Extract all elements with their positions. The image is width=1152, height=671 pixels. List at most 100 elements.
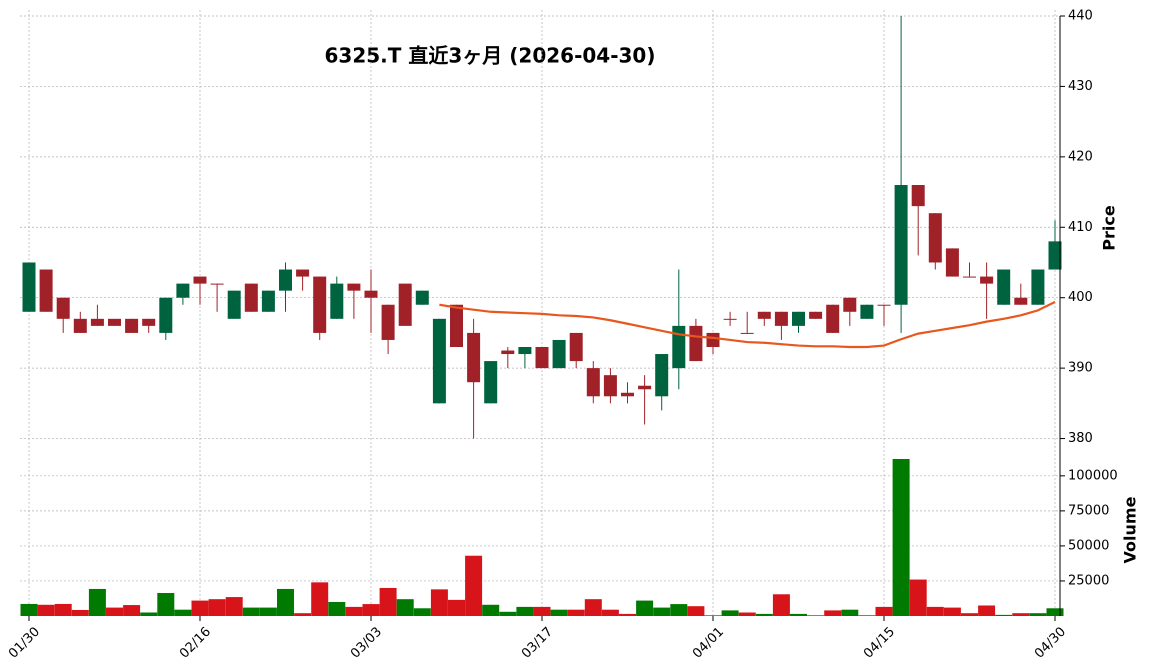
candle-body	[672, 325, 686, 369]
candle-body	[894, 185, 908, 305]
volume-bar	[379, 587, 397, 616]
volume-bar	[106, 607, 123, 616]
candle-body	[347, 283, 361, 291]
candle-body	[774, 311, 788, 326]
candle-body	[655, 354, 669, 397]
candle-body	[723, 318, 737, 320]
candle-body	[518, 346, 532, 355]
volume-bar	[225, 597, 243, 616]
candle-body	[450, 304, 463, 347]
candle-body	[330, 283, 344, 319]
x-tick-label: 03/03	[348, 624, 385, 661]
volume-bar	[465, 555, 483, 616]
volume-bar	[37, 604, 55, 616]
candle-body	[484, 361, 498, 404]
volume-bar	[995, 614, 1013, 616]
candle-body	[689, 325, 703, 362]
volume-bar	[978, 605, 996, 616]
candle-body	[586, 368, 600, 397]
volume-bar	[738, 612, 756, 616]
volume-bar	[174, 609, 192, 616]
y-tick-label: 100000	[1068, 468, 1118, 483]
volume-bar	[413, 608, 431, 616]
y-axis-label: Price	[1100, 205, 1119, 251]
candle-body	[364, 290, 378, 298]
candle-body	[244, 283, 258, 312]
candle-body	[210, 283, 224, 285]
candle-body	[22, 262, 36, 312]
candle-body	[398, 283, 412, 326]
volume-bar	[704, 615, 722, 616]
x-tick-label: 04/30	[1032, 624, 1069, 661]
x-tick-label: 04/01	[690, 624, 727, 661]
volume-bar	[755, 613, 773, 616]
volume-bar	[567, 609, 585, 616]
candle-body	[860, 304, 874, 319]
candle-body	[296, 269, 310, 277]
y-tick-label: 390	[1068, 361, 1093, 376]
volume-bar	[71, 609, 89, 616]
volume-bar	[790, 613, 807, 616]
volume-bar	[841, 609, 859, 616]
volume-bar	[601, 609, 619, 616]
y-tick-label: 430	[1068, 79, 1093, 94]
candle-body	[467, 332, 481, 383]
volume-bar	[550, 609, 568, 616]
volume-bar	[157, 593, 175, 616]
candle-body	[997, 269, 1011, 305]
volume-bar	[584, 599, 602, 616]
volume-bar	[259, 607, 277, 616]
volume-bar	[533, 606, 551, 616]
candle-body	[1048, 241, 1062, 270]
candle-body	[279, 269, 292, 291]
candle-body	[638, 385, 652, 390]
candle-body	[877, 304, 891, 306]
chart-title: 6325.T 直近3ヶ月 (2026-04-30)	[325, 44, 656, 68]
candle-body	[381, 304, 395, 340]
candle-body	[125, 318, 139, 333]
volume-bar	[294, 613, 312, 616]
volume-bar	[140, 612, 158, 616]
candle-body	[552, 339, 566, 369]
volume-bar	[311, 582, 329, 616]
candle-body	[843, 297, 857, 312]
volume-bar	[807, 615, 825, 616]
candle-body	[432, 318, 446, 404]
x-tick-label: 01/30	[6, 624, 43, 661]
volume-bar	[1012, 613, 1030, 616]
volume-bar	[54, 603, 72, 616]
candle-body	[569, 332, 583, 362]
candle-body	[535, 346, 549, 369]
volume-bar	[653, 607, 671, 616]
candle-body	[90, 318, 104, 326]
candle-body	[501, 350, 515, 355]
volume-bar	[670, 604, 688, 616]
volume-bar	[430, 589, 448, 616]
candle-body	[73, 318, 87, 333]
y-tick-label: 380	[1068, 431, 1093, 446]
volume-bar	[345, 606, 363, 616]
volume-bar	[499, 611, 517, 616]
candle-body	[809, 311, 823, 319]
moving-average-line	[439, 300, 1056, 349]
volume-bar	[961, 613, 978, 616]
volume-bar	[926, 606, 944, 616]
candle-body	[621, 392, 634, 397]
x-tick-label: 04/15	[861, 624, 898, 661]
volume-bar	[619, 613, 636, 616]
candle-body	[1031, 269, 1045, 305]
candle-body	[142, 318, 156, 326]
candle-body	[706, 332, 720, 347]
volume-bar	[875, 606, 893, 616]
candle-body	[928, 213, 942, 263]
y-tick-label: 420	[1068, 149, 1093, 164]
volume-bar	[1046, 608, 1064, 616]
candle-body	[740, 332, 754, 334]
volume-bar	[208, 599, 226, 616]
candle-body	[945, 248, 959, 277]
y-axis-label: Volume	[1121, 496, 1140, 563]
candle-body	[963, 276, 976, 278]
y-tick-label: 440	[1068, 9, 1093, 24]
